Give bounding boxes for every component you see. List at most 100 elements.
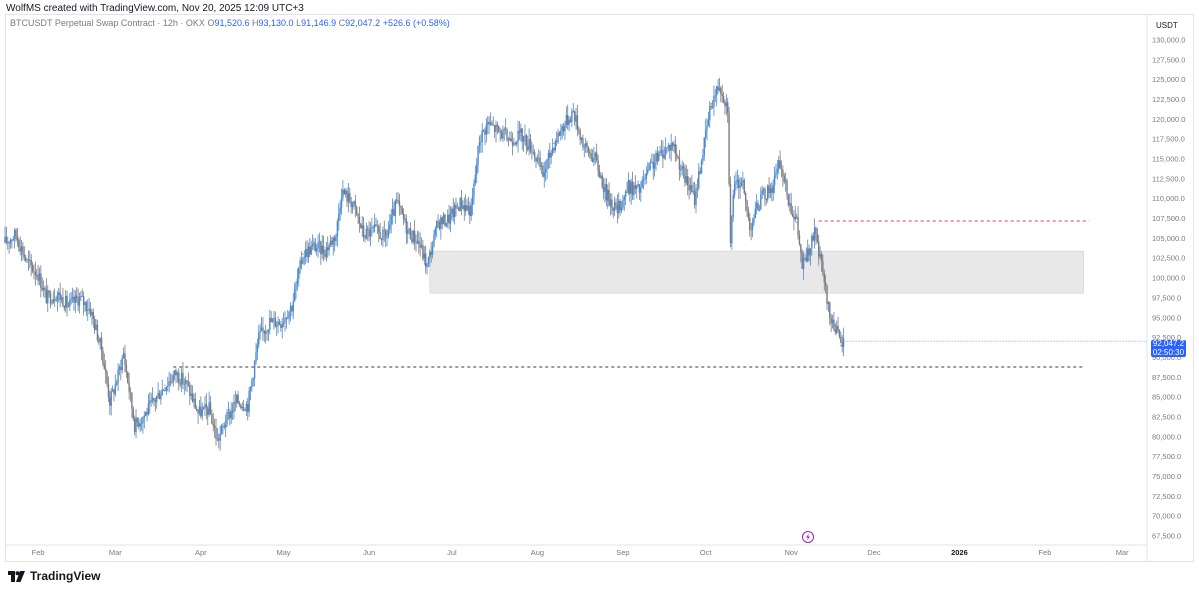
y-tick-label: 97,500.0 [1152,293,1181,302]
candle-body [492,124,494,126]
candle-body [107,384,110,398]
candle-body [442,214,445,225]
x-tick-label: Oct [700,548,713,557]
x-tick-label: Mar [109,548,122,557]
y-tick-label: 92,500.0 [1152,333,1181,342]
candle-body [178,372,180,383]
candle-body [128,382,130,392]
candle-body [576,115,579,130]
candle-body [729,184,732,244]
candle-body [285,317,288,319]
candle-body [793,216,795,220]
candle-body [81,296,83,297]
current-price-badge: 92,047.2 02:50:30 [1151,339,1186,357]
candle-body [344,190,347,195]
candle-body [248,390,250,412]
candle-body [160,395,162,400]
candle-body [551,147,554,153]
candle-body [180,372,183,385]
time-axis[interactable]: Feb Mar Apr May Jun Jul Aug Sep Oct Nov Dec 2026 Feb… [32,548,1129,557]
candle-body [311,244,314,247]
candle-body [601,175,603,188]
price-axis[interactable]: 67,500.0 70,000.0 72,500.0 75,000.0 77,500.0… [1152,36,1185,541]
y-tick-label: 82,500.0 [1152,412,1181,421]
candle-body [430,251,432,255]
candle-body [647,169,649,173]
data-point-48 [498,130,500,132]
x-tick-label: Jun [363,548,375,557]
candle-body [760,194,762,210]
candle-body [58,292,60,295]
candle-body [313,242,315,245]
candle-body [840,336,842,343]
candle-body [693,191,696,206]
data-point-3 [37,273,39,275]
candle-body [73,296,75,303]
symbol-name[interactable]: BTCUSDT Perpetual Swap Contract · 12h · … [10,18,205,28]
candle-body [624,191,627,197]
chart-frame[interactable] [5,14,1194,562]
candle-body [120,367,122,371]
candle-body [720,87,722,95]
lightning-icon[interactable] [802,531,814,543]
candle-body [347,193,350,202]
candle-body [384,230,387,237]
candle-body [521,128,523,142]
candle-body [480,141,482,143]
candle-body [674,143,677,154]
candle-body [63,306,66,309]
candle-body [619,200,621,211]
candle-body [8,242,10,244]
candle-body [801,252,803,269]
data-point-11 [114,384,116,386]
y-tick-label: 115,000.0 [1152,155,1185,164]
candle-body [291,306,293,312]
candle-body [604,184,606,192]
candle-body [88,308,90,311]
candle-body [758,209,761,211]
candle-body [288,311,290,319]
candle-body [340,197,343,208]
candle-body [317,242,319,249]
candle-body [550,152,552,158]
candle-body [233,401,235,413]
candle-body [196,408,198,411]
data-point-13 [134,424,136,426]
candle-body [129,391,132,393]
candle-body [789,203,791,206]
candle-body [241,406,243,409]
candle-body [247,403,249,412]
currency-label[interactable]: USDT [1156,21,1178,30]
candle-body [4,236,6,243]
candle-body [369,228,372,237]
candle-body [491,122,493,125]
candle-body [597,160,599,171]
candle-body [740,182,743,186]
candle-body [281,323,283,328]
tradingview-logo[interactable]: TradingView [8,569,100,583]
candle-body [298,268,300,279]
data-point-26 [269,321,271,323]
candle-body [591,158,594,162]
data-point-79 [796,221,798,224]
open-value: 91,520.6 [214,18,250,28]
candle-body [52,299,54,303]
candle-body [704,129,707,138]
candle-body [186,380,188,383]
candle-body [331,240,333,245]
candle-body [546,159,548,169]
candle-body [333,237,336,242]
candle-body [579,130,581,140]
candle-body [18,240,20,248]
candle-body [713,95,715,108]
candle-body [609,199,612,206]
candle-body [666,147,668,149]
candle-body [580,137,583,140]
candle-body [773,175,776,186]
data-point-29 [302,253,304,255]
candle-body [804,257,806,259]
candle-body [9,239,12,244]
candle-body [568,119,570,125]
candle-body [706,125,708,130]
